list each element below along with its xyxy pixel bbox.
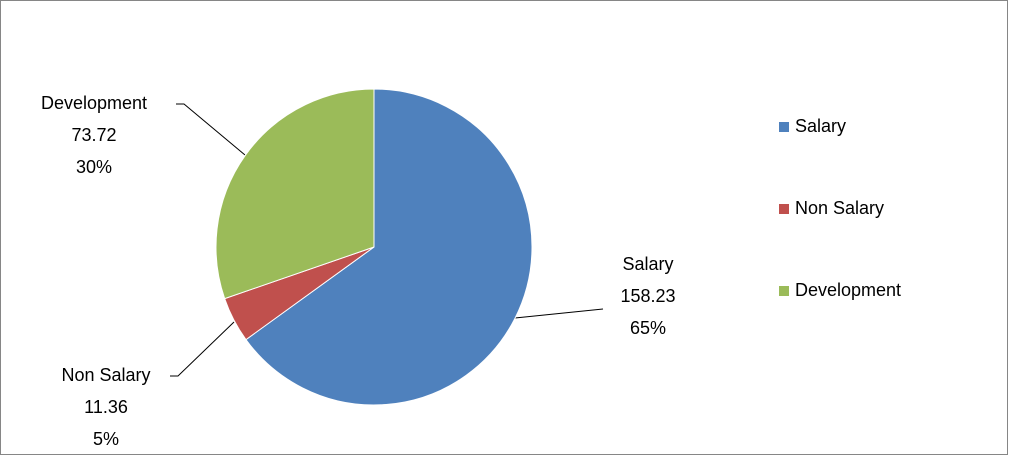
data-label-value: 11.36 — [84, 397, 128, 417]
data-label-name: Salary — [622, 254, 673, 274]
legend-swatch — [779, 122, 789, 132]
leader-line — [170, 321, 235, 377]
data-label-percent: 65% — [630, 318, 666, 338]
legend-label: Development — [795, 280, 901, 300]
legend-label: Salary — [795, 116, 846, 136]
legend-swatch — [779, 204, 789, 214]
leader-line — [176, 103, 246, 156]
leader-line — [514, 308, 604, 319]
data-label-value: 73.72 — [71, 125, 116, 145]
data-label-percent: 30% — [76, 157, 112, 177]
pie-slice — [245, 88, 533, 406]
data-label-name: Development — [41, 93, 147, 113]
legend-swatch — [779, 286, 789, 296]
legend-label: Non Salary — [795, 198, 884, 218]
pie-slice — [215, 88, 375, 300]
data-label-name: Non Salary — [61, 365, 150, 385]
data-label-percent: 5% — [93, 429, 119, 449]
data-label-value: 158.23 — [620, 286, 675, 306]
